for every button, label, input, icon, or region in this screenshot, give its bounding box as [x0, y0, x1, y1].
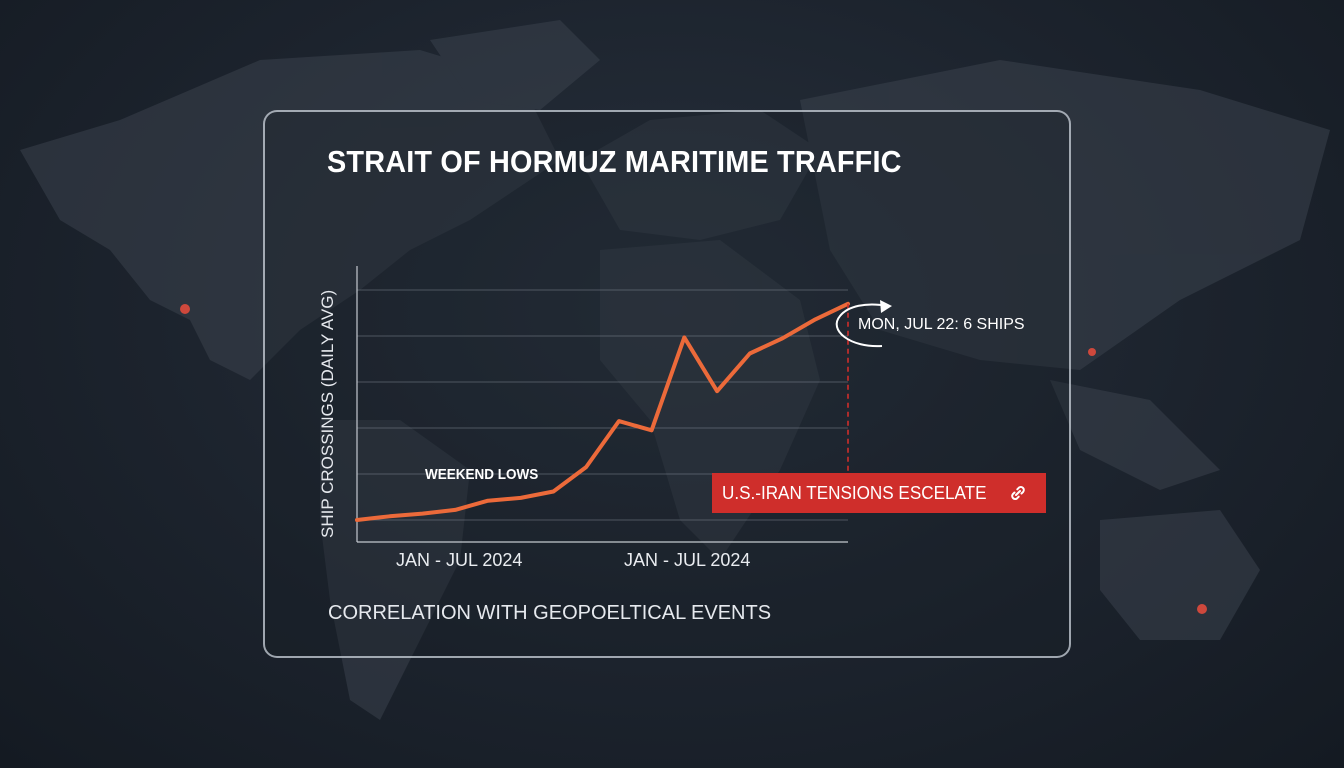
link-icon[interactable] [1008, 483, 1028, 503]
event-badge: U.S.-IRAN TENSIONS ESCELATE [712, 473, 1046, 513]
asia-landmass [800, 60, 1330, 370]
latest-value-annotation: MON, JUL 22: 6 SHIPS [858, 316, 1025, 333]
map-hotspot-marker [180, 304, 190, 314]
north-america-landmass [20, 50, 560, 380]
x-tick-label: JAN - JUL 2024 [624, 550, 751, 570]
greenland-landmass [430, 20, 600, 110]
europe-landmass [580, 110, 820, 240]
chart-subtitle: CORRELATION WITH GEOPOELTICAL EVENTS [328, 602, 772, 624]
map-hotspot-marker [1088, 348, 1096, 356]
australia-landmass [1100, 510, 1260, 640]
curved-arrow-icon [835, 300, 892, 348]
weekend-lows-annotation: WEEKEND LOWS [425, 466, 539, 483]
chart-title: STRAIT OF HORMUZ MARITIME TRAFFIC [327, 144, 902, 179]
series-line [355, 301, 850, 522]
event-badge-label: U.S.-IRAN TENSIONS ESCELATE [722, 482, 987, 503]
map-hotspot-marker [1197, 604, 1207, 614]
x-tick-label: JAN - JUL 2024 [396, 550, 523, 570]
southeast-asia-landmass [1050, 380, 1220, 490]
